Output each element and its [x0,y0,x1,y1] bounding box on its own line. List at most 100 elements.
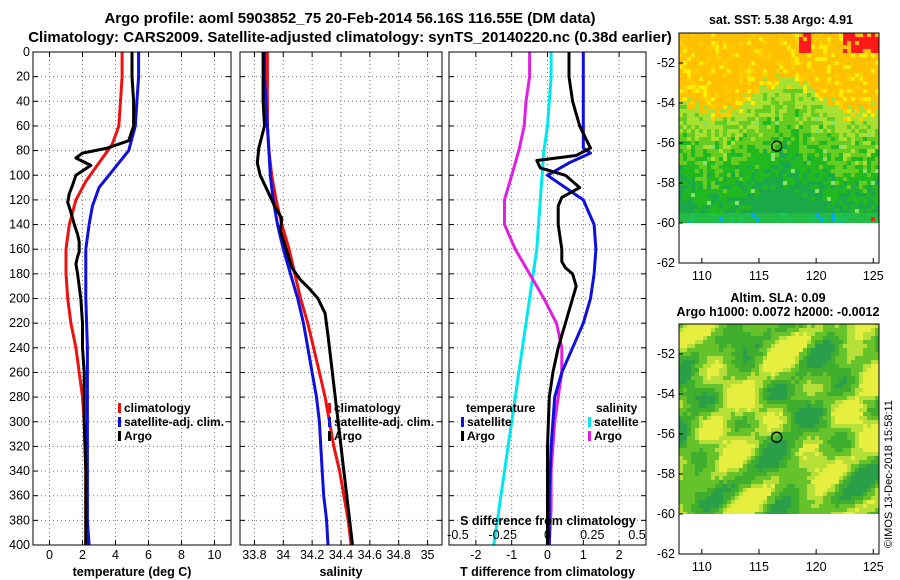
map-cell [863,149,867,153]
map-cell [703,73,707,77]
map-cell [787,149,791,153]
map-cell [795,448,799,452]
map-cell [827,436,831,440]
map-cell [851,440,855,444]
map-cell [755,484,759,488]
map-cell [743,480,747,484]
map-cell [747,133,751,137]
map-cell [839,348,843,352]
map-cell [751,484,755,488]
map-cell [875,468,879,472]
map-cell [703,472,707,476]
map-cell [687,336,691,340]
map-cell [759,424,763,428]
map-cell [735,133,739,137]
map-cell [791,432,795,436]
map-cell [775,480,779,484]
map-cell [851,93,855,97]
map-cell [763,105,767,109]
map-cell [847,476,851,480]
map-cell [803,348,807,352]
map-cell [847,444,851,448]
map-cell [811,384,815,388]
map-cell [711,137,715,141]
map-cell [755,456,759,460]
map-cell [779,452,783,456]
map-cell [711,85,715,89]
map-cell [719,169,723,173]
map-cell [775,368,779,372]
map-cell [863,356,867,360]
map-cell [687,464,691,468]
map-cell [723,472,727,476]
map-cell [823,137,827,141]
map-cell [851,73,855,77]
map-cell [759,93,763,97]
map-cell [795,460,799,464]
map-cell [835,153,839,157]
map-cell [791,368,795,372]
map-cell [811,121,815,125]
map-cell [787,452,791,456]
map-cell [831,53,835,57]
map-cell [807,101,811,105]
map-cell [823,484,827,488]
map-cell [819,400,823,404]
map-cell [755,432,759,436]
map-cell [799,217,803,221]
map-cell [735,352,739,356]
map-cell [843,420,847,424]
legend-label: climatology [334,401,401,415]
map-cell [691,97,695,101]
salinity-tick-label: -0.25 [488,528,517,542]
map-cell [687,93,691,97]
map-cell [727,73,731,77]
map-cell [859,444,863,448]
map-cell [695,93,699,97]
map-cell [771,372,775,376]
map-cell [711,173,715,177]
map-cell [863,404,867,408]
map-cell [771,93,775,97]
map-cell [863,348,867,352]
map-cell [823,428,827,432]
map-cell [815,372,819,376]
map-cell [875,348,879,352]
map-cell [735,336,739,340]
map-cell [831,328,835,332]
map-cell [727,440,731,444]
map-cell [723,412,727,416]
map-cell [811,472,815,476]
map-cell [687,340,691,344]
map-cell [715,376,719,380]
map-cell [739,384,743,388]
map-cell [815,340,819,344]
map-cell [787,57,791,61]
map-cell [711,41,715,45]
map-cell [803,69,807,73]
map-cell [747,360,751,364]
map-cell [763,336,767,340]
map-cell [699,448,703,452]
map-cell [863,388,867,392]
map-x-tick-label: 120 [806,269,827,283]
map-cell [731,448,735,452]
map-cell [747,65,751,69]
map-cell [739,153,743,157]
map-cell [827,476,831,480]
map-cell [771,440,775,444]
map-cell [851,141,855,145]
map-cell [747,376,751,380]
map-cell [767,169,771,173]
map-cell [863,157,867,161]
map-cell [679,368,683,372]
map-cell [823,221,827,223]
map-cell [839,181,843,185]
map-cell [807,45,811,49]
map-cell [787,400,791,404]
map-cell [787,213,791,217]
map-cell [771,173,775,177]
map-cell [807,380,811,384]
map-cell [855,428,859,432]
map-cell [755,89,759,93]
